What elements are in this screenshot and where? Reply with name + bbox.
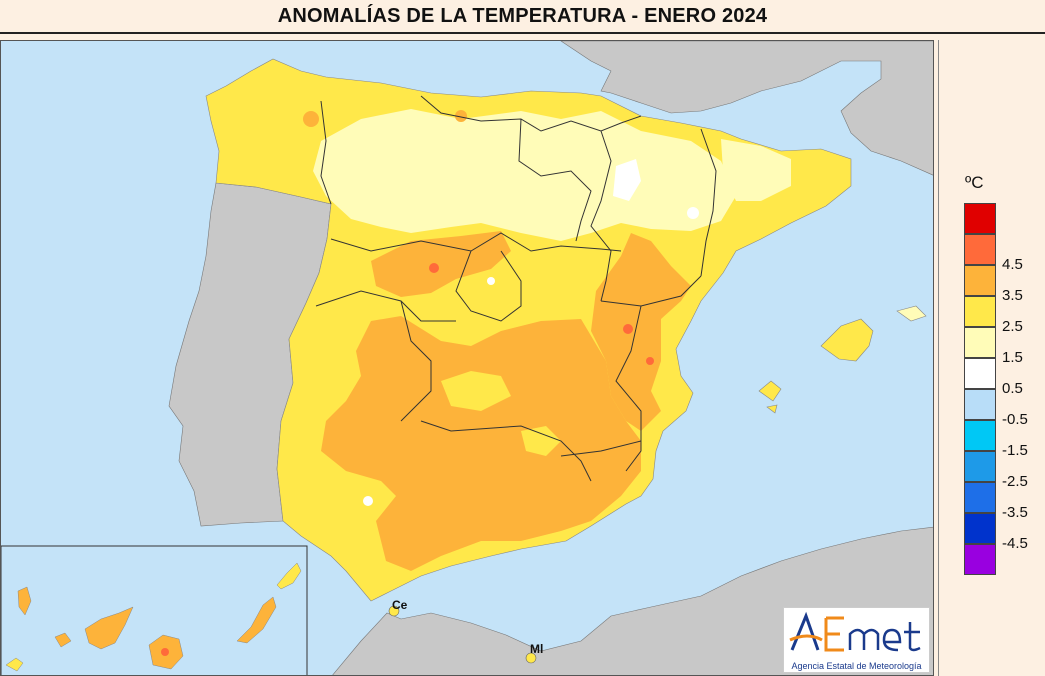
hotspot-5 — [455, 110, 467, 122]
ceuta-marker — [388, 605, 400, 617]
france-land — [560, 41, 933, 176]
gran-canaria-hotspot — [161, 648, 169, 656]
legend-swatch — [964, 358, 996, 389]
melilla-marker — [525, 652, 537, 664]
region-boundaries — [315, 95, 717, 482]
anomaly-zone-white — [613, 159, 641, 201]
anomaly-zone-light — [313, 109, 736, 241]
aemet-logo-mark — [789, 611, 921, 652]
melilla-label: Ml — [530, 642, 543, 656]
legend-label: 1.5 — [1002, 349, 1023, 366]
anomaly-zone-light-ne — [721, 139, 791, 201]
legend-swatch — [964, 234, 996, 265]
la-palma — [17, 586, 32, 616]
legend-swatch — [964, 265, 996, 296]
legend-unit: ºC — [965, 173, 984, 192]
legend-swatch — [964, 296, 996, 327]
hotspot-3 — [646, 357, 654, 365]
map-frame: Ce Ml — [0, 40, 934, 676]
menorca — [896, 305, 927, 322]
tenerife — [84, 606, 134, 650]
coldspot-3 — [487, 277, 495, 285]
aemet-logo-subtitle: Agencia Estatal de Meteorología — [791, 661, 922, 671]
canary-islands — [5, 562, 302, 672]
legend-label: 0.5 — [1002, 380, 1023, 397]
legend-swatch — [964, 420, 996, 451]
legend-label: -2.5 — [1002, 473, 1028, 490]
legend-label: -3.5 — [1002, 504, 1028, 521]
legend-swatch — [964, 203, 996, 234]
legend-swatch — [964, 389, 996, 420]
legend-label: -0.5 — [1002, 411, 1028, 428]
aemet-logo: Agencia Estatal de Meteorología — [783, 607, 930, 673]
map-title: ANOMALÍAS DE LA TEMPERATURA - ENERO 2024 — [277, 4, 768, 27]
hotspot-4 — [303, 111, 319, 127]
legend-swatch — [964, 513, 996, 544]
fuerteventura — [236, 596, 277, 644]
legend-label: -1.5 — [1002, 442, 1028, 459]
legend-label: -4.5 — [1002, 535, 1028, 552]
legend-swatch — [964, 482, 996, 513]
legend-label: 4.5 — [1002, 256, 1023, 273]
anomaly-zone-yellow-andalusia — [521, 426, 561, 456]
hotspot-1 — [429, 263, 439, 273]
anomaly-zone-orange-south — [321, 316, 641, 571]
formentera — [766, 404, 778, 414]
legend-label: 2.5 — [1002, 318, 1023, 335]
anomaly-zone-yellow-inner — [441, 371, 511, 411]
africa-land — [332, 526, 933, 675]
hotspot-2 — [623, 324, 633, 334]
legend-label: 3.5 — [1002, 287, 1023, 304]
legend-swatch — [964, 451, 996, 482]
coldspot-2 — [687, 207, 699, 219]
el-hierro — [5, 657, 24, 672]
ibiza — [758, 380, 782, 402]
la-gomera — [54, 632, 72, 648]
ceuta-label: Ce — [392, 598, 408, 612]
coldspot-1 — [363, 496, 373, 506]
lanzarote — [276, 562, 302, 590]
legend-swatch — [964, 544, 996, 575]
legend-swatch — [964, 327, 996, 358]
title-bar: ANOMALÍAS DE LA TEMPERATURA - ENERO 2024 — [0, 0, 1045, 34]
mallorca — [820, 318, 874, 362]
map-canvas: Ce Ml — [1, 41, 933, 675]
